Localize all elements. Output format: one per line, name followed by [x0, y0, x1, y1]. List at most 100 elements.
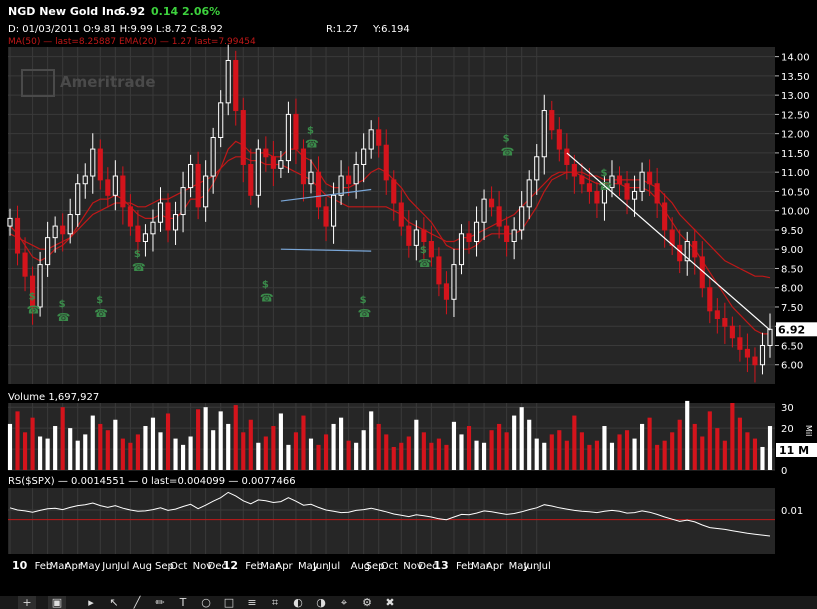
- time-tick-label: Aug: [132, 561, 152, 572]
- candle-body: [180, 187, 186, 216]
- volume-bar: [655, 444, 660, 470]
- toolbar-button[interactable]: □: [223, 596, 235, 609]
- volume-bar: [534, 438, 539, 470]
- volume-bar: [331, 423, 336, 470]
- volume-bar: [542, 442, 547, 470]
- time-tick-label: Apr: [486, 561, 504, 572]
- candle-body: [549, 110, 555, 131]
- toolbar-button[interactable]: ▸: [88, 596, 94, 609]
- dividend-icon: $: [360, 295, 367, 306]
- volume-bar: [760, 446, 765, 470]
- candle-body: [7, 217, 13, 227]
- volume-bar: [354, 442, 359, 470]
- toolbar-button[interactable]: +: [18, 596, 36, 609]
- volume-bar: [451, 421, 457, 470]
- volume-bar: [384, 434, 389, 470]
- time-tick-label: 10: [12, 559, 28, 572]
- volume-bar: [444, 444, 449, 470]
- candle-body: [45, 237, 51, 266]
- trendlines[interactable]: [280, 152, 771, 331]
- volume-unit: Mil: [804, 425, 813, 436]
- toolbar-button[interactable]: ⌗: [271, 596, 279, 609]
- toolbar-button[interactable]: ≡: [247, 596, 257, 609]
- time-tick-label: Mar: [260, 561, 280, 572]
- candle-body: [323, 206, 329, 227]
- price-change-pct: 2.06%: [182, 5, 220, 18]
- time-tick-label: Feb: [245, 561, 263, 572]
- price-panel[interactable]: Ameritrade $☎$☎$☎$☎$☎$☎$☎$☎$☎$☎: [7, 44, 775, 384]
- volume-bar: [497, 423, 502, 470]
- candle-body: [556, 129, 562, 150]
- volume-bar: [38, 436, 43, 470]
- candle-body: [526, 179, 532, 208]
- candle-body: [52, 225, 58, 239]
- last-price: 6.92: [118, 5, 145, 18]
- volume-bar: [7, 423, 13, 470]
- candle-body: [127, 206, 133, 227]
- volume-bar: [767, 426, 773, 470]
- candle-body: [489, 198, 495, 208]
- volume-bar: [624, 430, 630, 470]
- candle-body: [504, 225, 510, 242]
- candle-body: [203, 175, 209, 208]
- candle-body: [639, 171, 645, 192]
- volume-bar: [677, 419, 682, 470]
- toolbar-button[interactable]: T: [179, 596, 187, 609]
- time-tick-label: Jul: [116, 561, 129, 572]
- dividend-icon: $: [600, 168, 607, 179]
- price-tick-label: 10.50: [781, 187, 810, 198]
- toolbar-button[interactable]: ↖: [109, 596, 119, 609]
- volume-bar: [188, 436, 193, 470]
- volume-bar: [730, 403, 735, 470]
- time-tick-label: Jun: [312, 561, 329, 572]
- candle-body: [654, 183, 660, 204]
- last-price-tag: 6.92: [776, 322, 817, 337]
- trendline: [280, 188, 372, 202]
- time-tick-label: Sep: [366, 561, 385, 572]
- volume-bar: [715, 428, 720, 470]
- volume-bar: [647, 417, 652, 470]
- volume-bar: [196, 409, 201, 470]
- volume-bar: [489, 430, 494, 470]
- candle-body: [210, 137, 216, 177]
- candle-body: [75, 183, 81, 216]
- rs-panel[interactable]: [8, 488, 775, 554]
- volume-bar: [670, 432, 675, 470]
- earnings-icon: ☎: [501, 145, 515, 158]
- toolbar-button[interactable]: ⌖: [340, 596, 348, 609]
- candle-body: [759, 344, 766, 366]
- toolbar-button[interactable]: ◐: [293, 596, 303, 609]
- volume-bar: [263, 436, 268, 470]
- candle-body: [14, 217, 21, 254]
- price-tick-label: 9.00: [781, 245, 803, 256]
- volume-bar: [165, 413, 171, 470]
- candle-body: [293, 113, 299, 150]
- dividend-icon: $: [262, 280, 269, 291]
- price-tick-label: 8.00: [781, 284, 803, 295]
- candle-body: [255, 148, 261, 196]
- candle-body: [662, 202, 668, 231]
- toolbar-button[interactable]: ◑: [316, 596, 326, 609]
- volume-current-tag: 11 M: [776, 443, 817, 457]
- candle-body: [338, 175, 344, 196]
- toolbar-button[interactable]: ✏: [155, 596, 165, 609]
- toolbar-button[interactable]: ╱: [133, 596, 141, 609]
- candle-body: [413, 229, 419, 246]
- volume-panel[interactable]: [7, 400, 775, 471]
- toolbar-button[interactable]: ⚙: [362, 596, 372, 609]
- y-readout: Y:6.194: [372, 24, 410, 35]
- volume-bar: [557, 430, 562, 470]
- candle-body: [188, 163, 194, 189]
- volume-bar: [414, 419, 419, 470]
- candle-body: [421, 229, 427, 242]
- toolbar-button[interactable]: ○: [201, 596, 211, 609]
- trendline: [280, 248, 372, 252]
- volume-bar: [323, 434, 329, 470]
- toolbar-button[interactable]: ▣: [48, 596, 66, 609]
- ma-legend: MA(50) — last=8.25887 EMA(20) — 1.27 las…: [8, 37, 256, 47]
- toolbar-button[interactable]: ✖: [385, 596, 395, 609]
- earnings-icon: ☎: [94, 307, 108, 320]
- dividend-icon: $: [420, 245, 427, 256]
- volume-bar: [128, 442, 133, 470]
